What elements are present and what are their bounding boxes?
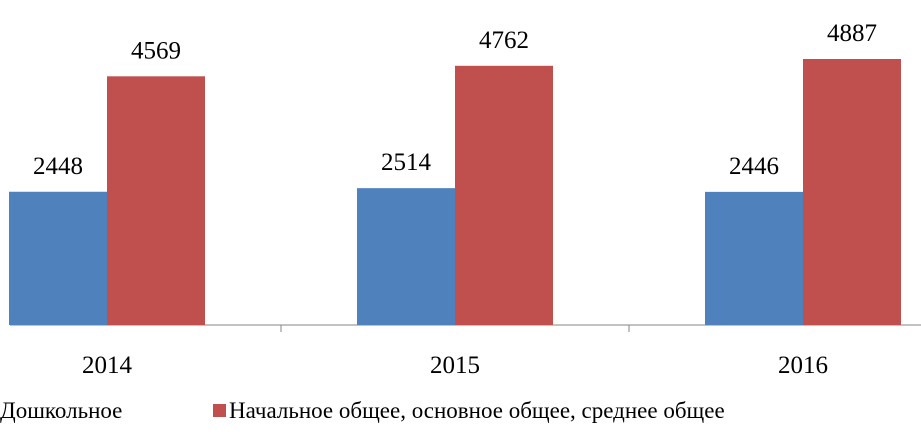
legend-label: Дошкольное bbox=[0, 398, 122, 423]
bar bbox=[9, 191, 107, 325]
bar bbox=[455, 65, 553, 325]
value-label: 2448 bbox=[33, 153, 83, 180]
value-label: 2446 bbox=[729, 153, 779, 180]
value-label: 4887 bbox=[827, 20, 877, 47]
bar bbox=[107, 76, 205, 325]
x-tick-label: 2015 bbox=[430, 352, 480, 379]
value-label: 2514 bbox=[381, 149, 432, 176]
x-tick-label: 2016 bbox=[778, 352, 828, 379]
bar bbox=[705, 191, 803, 325]
x-tick-label: 2014 bbox=[82, 352, 133, 379]
value-label: 4762 bbox=[479, 27, 529, 54]
bar bbox=[357, 188, 455, 325]
legend-label: Начальное общее, основное общее, среднее… bbox=[229, 398, 725, 423]
bar bbox=[803, 59, 901, 325]
value-label: 4569 bbox=[131, 37, 181, 64]
legend-swatch bbox=[213, 404, 226, 417]
